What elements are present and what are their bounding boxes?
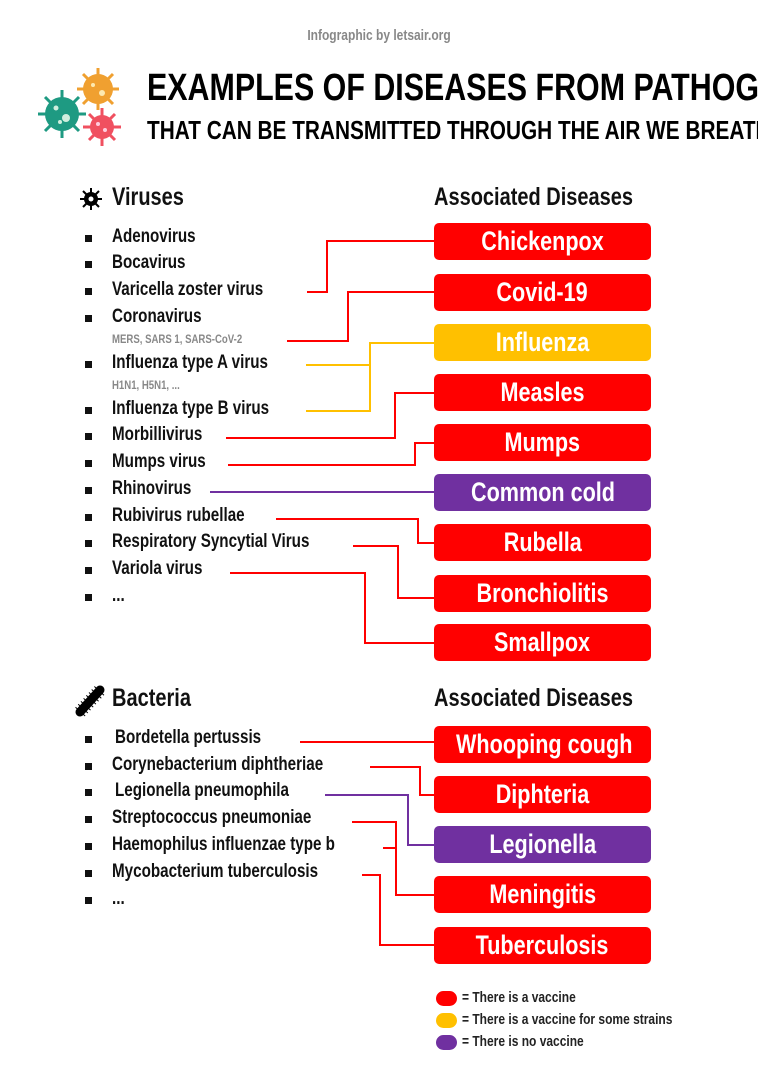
virus-diseases-heading: Associated Diseases xyxy=(434,183,634,211)
bullet xyxy=(85,261,92,268)
list-item: ... xyxy=(112,888,125,909)
legend-swatch-vaccine xyxy=(436,991,457,1006)
list-item: Morbillivirus xyxy=(112,424,203,445)
bullet xyxy=(85,487,92,494)
list-item: Corynebacterium diphtheriae xyxy=(112,754,324,775)
disease-diphteria: Diphteria xyxy=(434,776,651,813)
list-subnote: MERS, SARS 1, SARS-CoV-2 xyxy=(112,332,243,346)
bullet xyxy=(85,843,92,850)
disease-covid-19: Covid-19 xyxy=(434,274,651,311)
bacteria-heading: Bacteria xyxy=(112,684,191,712)
bullet xyxy=(85,567,92,574)
list-subnote: H1N1, H5N1, ... xyxy=(112,378,180,392)
list-item: Rubivirus rubellae xyxy=(112,505,245,526)
list-item: Bordetella pertussis xyxy=(115,727,262,748)
list-item: Mycobacterium tuberculosis xyxy=(112,861,319,882)
list-item: Adenovirus xyxy=(112,226,196,247)
list-item: Varicella zoster virus xyxy=(112,279,264,300)
list-item: ... xyxy=(112,585,125,606)
bullet xyxy=(85,433,92,440)
list-item: Mumps virus xyxy=(112,451,206,472)
disease-whooping-cough: Whooping cough xyxy=(434,726,651,763)
list-item: Bocavirus xyxy=(112,252,186,273)
subtitle: THAT CAN BE TRANSMITTED THROUGH THE AIR … xyxy=(147,115,758,145)
legend-swatch-no-vaccine xyxy=(436,1035,457,1050)
bullet xyxy=(85,736,92,743)
logo-icon xyxy=(38,68,121,146)
bullet xyxy=(85,514,92,521)
list-item: Haemophilus influenzae type b xyxy=(112,834,335,855)
bullet xyxy=(85,235,92,242)
virus-section-icon xyxy=(80,188,102,210)
bullet xyxy=(85,540,92,547)
bullet xyxy=(85,315,92,322)
bacteria-section-icon xyxy=(75,685,105,717)
list-item: Coronavirus xyxy=(112,306,202,327)
bullet xyxy=(85,407,92,414)
bullet xyxy=(85,789,92,796)
list-item: Rhinovirus xyxy=(112,478,192,499)
bullet xyxy=(85,870,92,877)
disease-measles: Measles xyxy=(434,374,651,411)
disease-common-cold: Common cold xyxy=(434,474,651,511)
list-item: Streptococcus pneumoniae xyxy=(112,807,312,828)
disease-chickenpox: Chickenpox xyxy=(434,223,651,260)
legend-label: = There is no vaccine xyxy=(462,1033,584,1050)
legend-swatch-some-strains xyxy=(436,1013,457,1028)
title: EXAMPLES OF DISEASES FROM PATHOGENS xyxy=(147,67,758,109)
credit: Infographic by letsair.org xyxy=(307,27,451,44)
legend-label: = There is a vaccine xyxy=(462,989,576,1006)
list-item: Variola virus xyxy=(112,558,203,579)
disease-influenza: Influenza xyxy=(434,324,651,361)
list-item: Respiratory Syncytial Virus xyxy=(112,531,310,552)
disease-rubella: Rubella xyxy=(434,524,651,561)
disease-meningitis: Meningitis xyxy=(434,876,651,913)
bacteria-diseases-heading: Associated Diseases xyxy=(434,684,634,712)
bullet xyxy=(85,763,92,770)
list-item: Influenza type A virus xyxy=(112,352,268,373)
list-item: Legionella pneumophila xyxy=(115,780,289,801)
bullet xyxy=(85,594,92,601)
list-item: Influenza type B virus xyxy=(112,398,270,419)
bullet xyxy=(85,288,92,295)
bullet xyxy=(85,460,92,467)
bullet xyxy=(85,816,92,823)
disease-mumps: Mumps xyxy=(434,424,651,461)
disease-bronchiolitis: Bronchiolitis xyxy=(434,575,651,612)
bullet xyxy=(85,361,92,368)
viruses-heading: Viruses xyxy=(112,183,184,211)
legend-label: = There is a vaccine for some strains xyxy=(462,1011,673,1028)
disease-tuberculosis: Tuberculosis xyxy=(434,927,651,964)
bullet xyxy=(85,897,92,904)
disease-legionella: Legionella xyxy=(434,826,651,863)
disease-smallpox: Smallpox xyxy=(434,624,651,661)
